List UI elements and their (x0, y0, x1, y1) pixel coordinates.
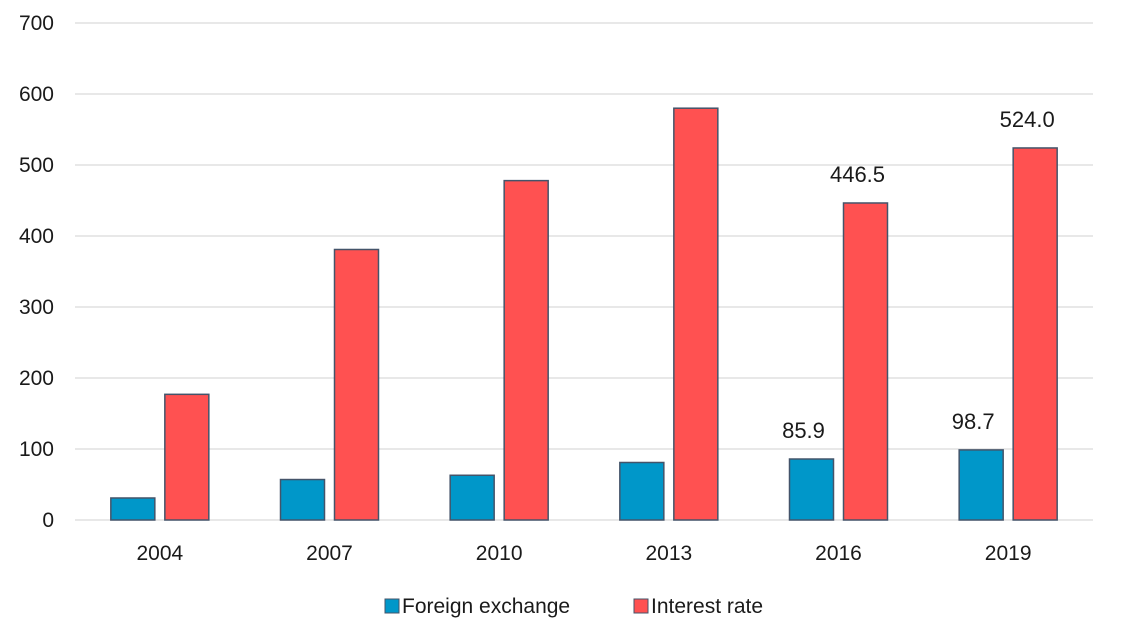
y-tick-label: 300 (19, 296, 54, 319)
bar-foreign-exchange-2016 (788, 458, 835, 521)
gridlines (75, 22, 1093, 521)
legend-interest-rate-label: Interest rate (651, 595, 763, 618)
data-label: 98.7 (952, 409, 995, 434)
y-tick-label: 600 (19, 83, 54, 106)
y-tick-label: 400 (19, 225, 54, 248)
legend: Foreign exchange Interest rate (384, 595, 763, 618)
bar-interest-rate-2013 (673, 107, 719, 521)
x-tick-label: 2004 (136, 542, 183, 565)
bar-foreign-exchange-2007 (279, 478, 326, 521)
bar-interest-rate-2019 (1012, 147, 1058, 521)
y-tick-label: 0 (42, 509, 54, 532)
data-label: 446.5 (830, 162, 885, 187)
bar-interest-rate-2016 (842, 202, 889, 521)
bar-interest-rate-2010 (503, 179, 549, 521)
x-tick-label: 2007 (306, 542, 353, 565)
data-labels: 85.9 446.5 98.7 524.0 (782, 107, 1055, 443)
bars (110, 107, 1058, 521)
x-tick-label: 2019 (985, 542, 1032, 565)
bar-foreign-exchange-2010 (449, 474, 495, 521)
bar-interest-rate-2007 (333, 248, 380, 521)
bar-foreign-exchange-2004 (110, 497, 156, 521)
legend-foreign-exchange-label: Foreign exchange (402, 595, 570, 618)
bar-foreign-exchange-2013 (619, 461, 665, 521)
bar-foreign-exchange-2019 (958, 449, 1004, 521)
y-tick-label: 700 (19, 12, 54, 35)
data-label: 524.0 (1000, 107, 1055, 132)
y-tick-label: 500 (19, 154, 54, 177)
x-tick-label: 2016 (815, 542, 862, 565)
bar-interest-rate-2004 (164, 393, 210, 521)
x-tick-label: 2010 (476, 542, 523, 565)
x-tick-label: 2013 (645, 542, 692, 565)
x-axis: 2004 2007 2010 2013 2016 2019 (136, 542, 1031, 565)
y-axis: 0 100 200 300 400 500 600 700 (19, 12, 54, 532)
legend-interest-rate-swatch (633, 598, 649, 614)
y-tick-label: 100 (19, 438, 54, 461)
legend-foreign-exchange-swatch (384, 598, 400, 614)
data-label: 85.9 (782, 418, 825, 443)
y-tick-label: 200 (19, 367, 54, 390)
